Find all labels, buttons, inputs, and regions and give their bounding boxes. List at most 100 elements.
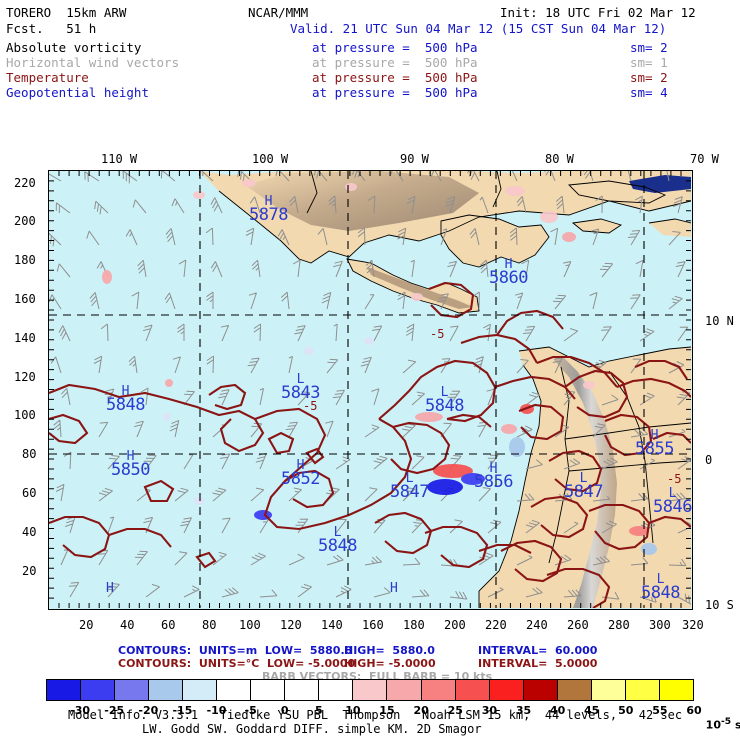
- init-time: Init: 18 UTC Fri 02 Mar 12: [500, 5, 696, 20]
- axis-left-tick-3: 160: [14, 292, 36, 306]
- axis-top-tick-4: 70 W: [690, 152, 719, 166]
- field-1-name: Horizontal wind vectors: [6, 55, 180, 70]
- axis-top-tick-3: 80 W: [545, 152, 574, 166]
- colorbar-tick-60: 60: [686, 704, 702, 717]
- axis-bottom-tick-9: 200: [444, 618, 466, 632]
- axis-left-tick-9: 40: [22, 525, 37, 539]
- plot-footer: CONTOURS: UNITS=m LOW= 5880.0 HIGH= 5880…: [0, 612, 740, 740]
- colorbar-swatch-8: [319, 680, 354, 700]
- axis-bottom-tick-10: 220: [485, 618, 507, 632]
- colorbar-swatch-14: [523, 680, 558, 700]
- plot-header: TORERO 15km ARW NCAR/MMM Init: 18 UTC Fr…: [0, 0, 740, 110]
- field-3-name: Geopotential height: [6, 85, 149, 100]
- forecast-hour: Fcst. 51 h: [6, 21, 97, 36]
- model-info-line-2: LW. Godd SW. Goddard DIFF. simple KM. 2D…: [142, 722, 482, 736]
- field-0-name: Absolute vorticity: [6, 40, 142, 55]
- field-2-name: Temperature: [6, 70, 89, 85]
- axis-bottom-tick-11: 240: [526, 618, 548, 632]
- colorbar-swatch-13: [489, 680, 524, 700]
- temp-label-0: -5: [430, 327, 445, 341]
- colorbar-swatch-3: [149, 680, 184, 700]
- axis-left-tick-7: 80: [22, 447, 37, 461]
- field-3-sm: sm= 4: [630, 85, 668, 100]
- colorbar-swatch-12: [455, 680, 490, 700]
- map-canvas[interactable]: H 5878 H 5860 H 5848 H 5850 L 5843 L 5848 H 585…: [48, 170, 693, 610]
- contours-temp-interval: INTERVAL= 5.0000: [478, 657, 598, 670]
- colorbar-tick-20: 20: [413, 704, 429, 717]
- axis-bottom-tick-1: 40: [120, 618, 135, 632]
- colorbar-swatch-16: [591, 680, 626, 700]
- vorticity-colorbar[interactable]: [46, 679, 694, 701]
- colorbar-tick-40: 40: [549, 704, 566, 717]
- axis-bottom-tick-8: 180: [403, 618, 425, 632]
- axis-bottom-tick-6: 140: [321, 618, 343, 632]
- colorbar-swatch-1: [81, 680, 116, 700]
- field-0-sm: sm= 2: [630, 40, 668, 55]
- axis-bottom-tick-3: 80: [202, 618, 217, 632]
- colorbar-tick--5: -5: [244, 704, 257, 717]
- axis-bottom-tick-15: 320: [682, 618, 704, 632]
- axis-left-tick-0: 220: [14, 176, 36, 190]
- map-graphics: [49, 171, 691, 608]
- forecast-map[interactable]: H 5878 H 5860 H 5848 H 5850 L 5843 L 5848 H 585…: [48, 170, 693, 610]
- frame-ticks: [49, 171, 691, 608]
- colorbar-swatch-6: [251, 680, 286, 700]
- colorbar-unit-tail: s: [735, 718, 740, 732]
- colorbar-tick--10: -10: [206, 704, 227, 717]
- axis-bottom-tick-5: 120: [280, 618, 302, 632]
- colorbar-swatch-7: [285, 680, 320, 700]
- colorbar-tick-15: 15: [379, 704, 395, 717]
- colorbar-tick-55: 55: [652, 704, 668, 717]
- axis-top-tick-0: 110 W: [101, 152, 138, 166]
- colorbar-tick-10: 10: [345, 704, 361, 717]
- axis-bottom-tick-0: 20: [79, 618, 94, 632]
- temp-label-2: -5: [667, 472, 682, 486]
- colorbar-unit-exp: -5: [720, 716, 732, 727]
- axis-left-tick-10: 20: [22, 564, 37, 578]
- wind-barb-field: [49, 171, 691, 605]
- axis-left-tick-2: 180: [14, 253, 36, 267]
- contours-temp-high: HIGH= -5.0000: [344, 657, 436, 670]
- colorbar-swatch-10: [387, 680, 422, 700]
- colorbar-tick--25: -25: [104, 704, 125, 717]
- axis-bottom-tick-2: 60: [161, 618, 176, 632]
- model-name: TORERO 15km ARW: [6, 5, 127, 20]
- colorbar-swatch-4: [183, 680, 218, 700]
- colorbar-swatch-0: [47, 680, 82, 700]
- axis-right-tick-0: 10 N: [705, 314, 734, 328]
- colorbar-tick-0: 0: [280, 704, 289, 717]
- colorbar-swatch-5: [217, 680, 252, 700]
- axis-left-tick-4: 140: [14, 331, 36, 345]
- field-1-level: at pressure = 500 hPa: [312, 55, 478, 70]
- colorbar-swatch-18: [659, 680, 693, 700]
- temp-label-1: -5: [303, 399, 318, 413]
- field-0-level: at pressure = 500 hPa: [312, 40, 478, 55]
- axis-top-tick-1: 100 W: [252, 152, 289, 166]
- colorbar-tick-50: 50: [618, 704, 634, 717]
- valid-time: Valid. 21 UTC Sun 04 Mar 12 (15 CST Sun …: [290, 21, 667, 36]
- axis-right-tick-2: 10 S: [705, 598, 734, 612]
- axis-bottom-tick-12: 260: [567, 618, 589, 632]
- colorbar-tick-30: 30: [481, 704, 498, 717]
- colorbar-swatch-11: [421, 680, 456, 700]
- center-name: NCAR/MMM: [248, 5, 309, 20]
- colorbar-tick-5: 5: [315, 704, 323, 717]
- colorbar-tick-25: 25: [447, 704, 463, 717]
- contours-temp-prefix: CONTOURS: UNITS=°C LOW= -5.0000: [118, 657, 356, 670]
- field-1-sm: sm= 1: [630, 55, 668, 70]
- axis-bottom-tick-14: 300: [649, 618, 671, 632]
- axis-left-tick-5: 120: [14, 370, 36, 384]
- colorbar-unit-base: 10: [705, 718, 721, 732]
- colorbar-swatch-17: [625, 680, 660, 700]
- axis-left-tick-8: 60: [22, 486, 37, 500]
- colorbar-tick--30: -30: [70, 704, 91, 717]
- colorbar-tick--20: -20: [138, 704, 159, 717]
- colorbar-swatch-2: [115, 680, 150, 700]
- axis-top-tick-2: 90 W: [400, 152, 429, 166]
- field-2-sm: sm= 2: [630, 70, 668, 85]
- field-3-level: at pressure = 500 hPa: [312, 85, 478, 100]
- axis-left-tick-6: 100: [14, 408, 36, 422]
- model-info-line-1: Model Info. V3.3.1 Tiedtke YSU PBL Thomp…: [68, 708, 683, 722]
- colorbar-swatch-15: [557, 680, 592, 700]
- axis-bottom-tick-4: 100: [239, 618, 261, 632]
